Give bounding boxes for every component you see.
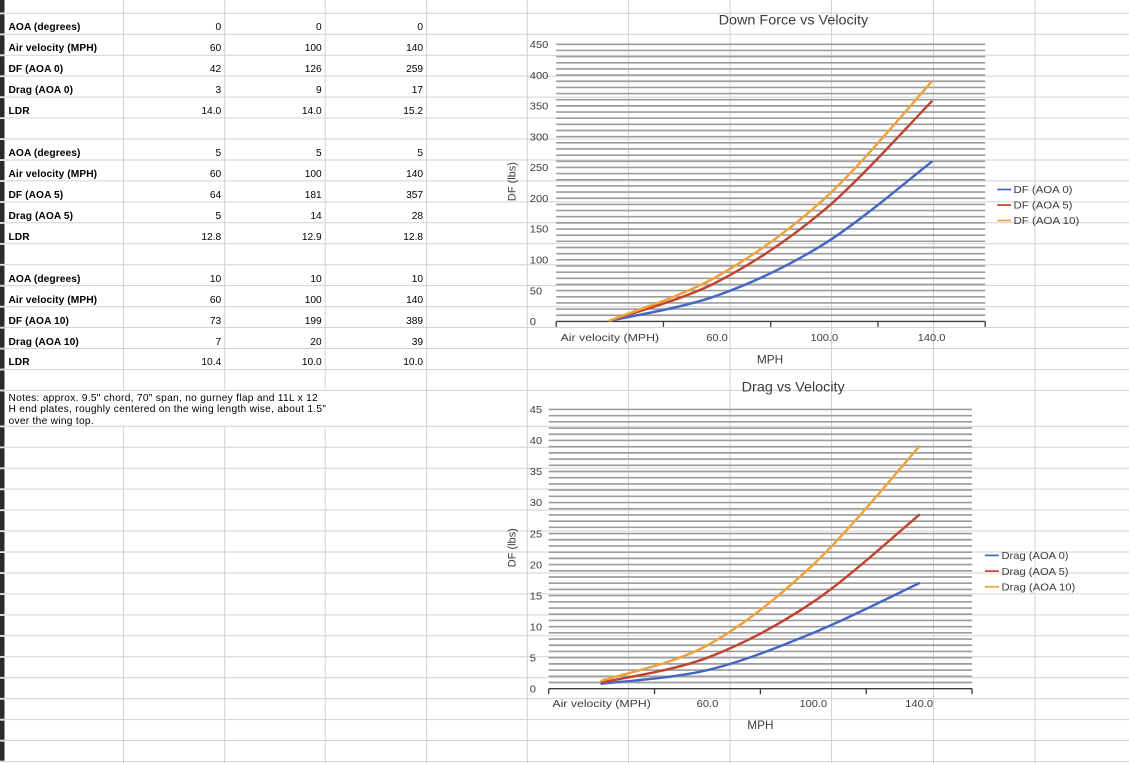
svg-text:5: 5 (530, 653, 536, 664)
svg-text:DF (AOA 5): DF (AOA 5) (1014, 201, 1073, 212)
svg-text:140.0: 140.0 (905, 699, 933, 710)
svg-text:45: 45 (530, 405, 543, 416)
svg-text:100.0: 100.0 (810, 333, 838, 344)
svg-text:Air velocity (MPH): Air velocity (MPH) (552, 699, 651, 710)
svg-text:35: 35 (530, 467, 543, 478)
svg-text:0: 0 (530, 684, 536, 695)
svg-text:300: 300 (530, 132, 549, 143)
svg-text:MPH: MPH (757, 354, 783, 367)
svg-text:0: 0 (530, 317, 536, 328)
svg-text:100.0: 100.0 (799, 699, 827, 710)
svg-text:60.0: 60.0 (697, 699, 719, 710)
svg-text:DF (AOA 10): DF (AOA 10) (1014, 216, 1080, 227)
svg-text:15: 15 (530, 591, 543, 602)
svg-text:MPH: MPH (747, 719, 773, 732)
svg-text:Drag (AOA 0): Drag (AOA 0) (1002, 551, 1069, 562)
svg-text:Drag vs Velocity: Drag vs Velocity (742, 379, 845, 394)
svg-text:200: 200 (530, 194, 549, 205)
svg-text:DF (lbs): DF (lbs) (507, 528, 519, 567)
svg-text:100: 100 (530, 256, 549, 267)
svg-text:Drag (AOA 5): Drag (AOA 5) (1002, 567, 1069, 578)
svg-text:30: 30 (530, 498, 543, 509)
svg-text:140.0: 140.0 (918, 333, 946, 344)
svg-text:40: 40 (530, 436, 543, 447)
svg-text:DF (AOA 0): DF (AOA 0) (1014, 185, 1073, 196)
svg-text:50: 50 (530, 286, 543, 297)
svg-text:250: 250 (530, 163, 549, 174)
svg-text:60.0: 60.0 (706, 333, 728, 344)
svg-text:10: 10 (530, 622, 543, 633)
svg-text:Air velocity (MPH): Air velocity (MPH) (561, 333, 660, 344)
svg-text:Down Force vs Velocity: Down Force vs Velocity (719, 13, 869, 28)
svg-text:350: 350 (530, 102, 549, 113)
svg-text:20: 20 (530, 560, 543, 571)
svg-text:Drag (AOA 10): Drag (AOA 10) (1002, 583, 1076, 594)
svg-text:25: 25 (530, 529, 543, 540)
svg-text:450: 450 (530, 40, 549, 51)
svg-text:150: 150 (530, 225, 549, 236)
svg-text:400: 400 (530, 71, 549, 82)
svg-text:DF (lbs): DF (lbs) (507, 162, 519, 201)
